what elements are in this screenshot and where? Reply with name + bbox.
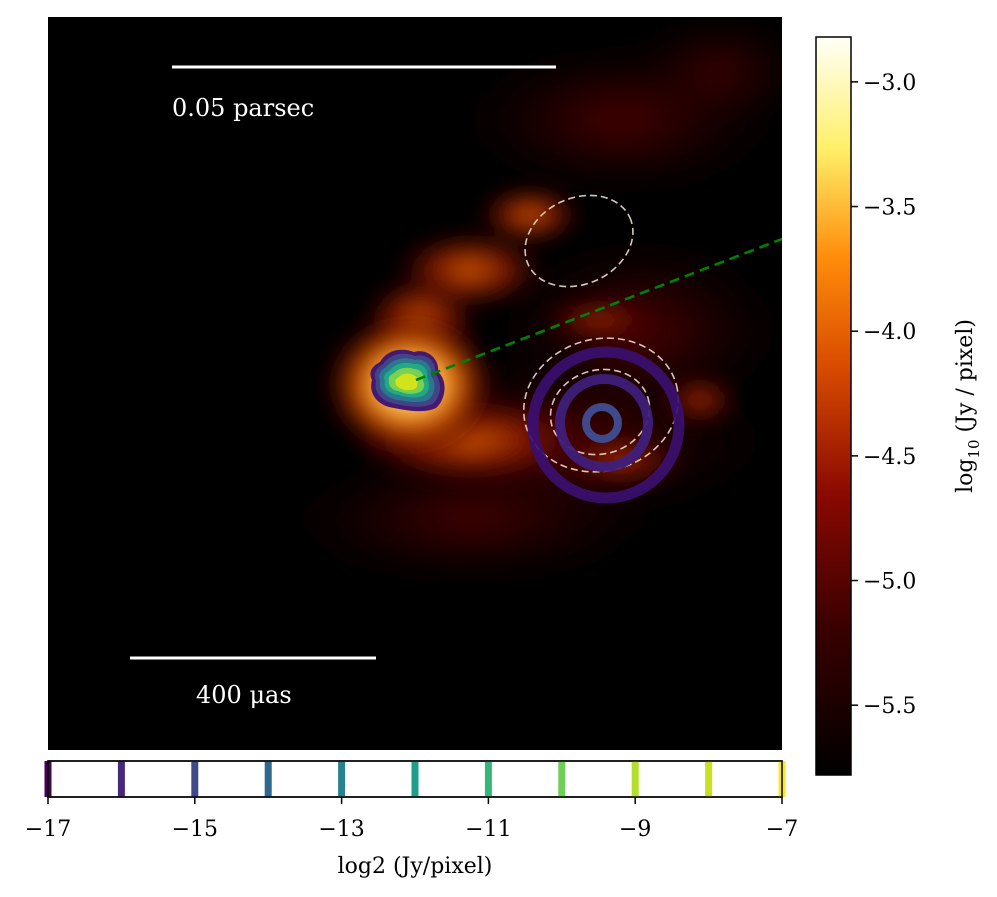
colorbar-bottom-label: log2 (Jy/pixel) [338, 854, 493, 879]
colorbar-right-tick-label: −4.0 [863, 320, 916, 345]
dashed-ellipse-inner [549, 368, 651, 456]
scale-bar-uas-label: 400 μas [196, 681, 292, 709]
scale-bar-uas: 400 μas [130, 656, 376, 709]
colorbar-bottom-tick-label: −9 [619, 817, 651, 842]
colorbar-right-tick-label: −3.0 [863, 71, 916, 96]
ring-outer [527, 346, 685, 504]
ring-middle [555, 374, 653, 472]
colorbar-right-tick-label: −5.5 [863, 694, 916, 719]
colorbar-right-label: log10 (Jy / pixel) [953, 319, 983, 493]
ring-inner [582, 403, 622, 443]
colorbar-bottom-tick-label: −13 [318, 817, 364, 842]
core-contour-level-6 [395, 373, 418, 391]
main-image: 0.05 parsec 400 μas [48, 17, 782, 750]
colorbar-bottom-border [47, 760, 783, 798]
core-contours [370, 349, 445, 412]
dashed-ellipse-upper [524, 194, 634, 288]
colorbar-right-gradient [815, 36, 852, 776]
colorbar-right-tick-label: −3.5 [863, 196, 916, 221]
jet-knot-upper [475, 185, 585, 245]
colorbar-bottom-levels [44, 760, 786, 798]
colorbar-right-tick-label: −4.5 [863, 445, 916, 470]
colorbar-right-ticks: −3.0 −3.5 −4.0 −4.5 −5.0 −5.5 [851, 71, 916, 719]
jet-direction-line [415, 237, 782, 382]
colorbar-bottom-tick-label: −17 [25, 817, 71, 842]
emission-region-top-right [630, 25, 782, 115]
colorbar-right-label-suffix: (Jy / pixel) [953, 319, 978, 439]
colorbar-bottom-tick-label: −11 [465, 817, 511, 842]
jet-knot-center [540, 300, 660, 340]
colorbar-bottom-ticks: −17 −15 −13 −11 −9 −7 [25, 797, 798, 842]
colorbar-right-tick-label: −5.0 [863, 570, 916, 595]
scale-bar-parsec: 0.05 parsec [172, 65, 556, 122]
colorbar-bottom-tick-label: −15 [172, 817, 218, 842]
colorbar-bottom: −17 −15 −13 −11 −9 −7 log2 (Jy/pixel) [25, 760, 798, 879]
colorbar-right: −3.0 −3.5 −4.0 −4.5 −5.0 −5.5 log10 (Jy / pix… [815, 36, 983, 776]
colorbar-right-label-prefix: log [953, 459, 978, 493]
ring-contours [527, 346, 685, 504]
scale-bar-parsec-label: 0.05 parsec [172, 94, 314, 122]
colorbar-right-label-sub: 10 [965, 439, 983, 458]
colorbar-bottom-tick-label: −7 [766, 817, 798, 842]
